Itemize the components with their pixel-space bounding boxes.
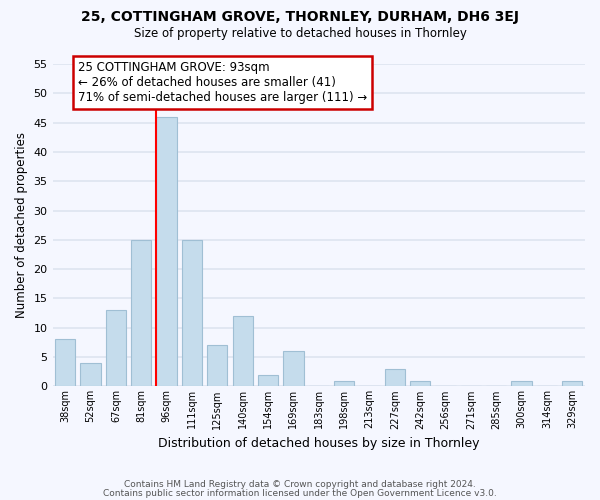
Bar <box>182 240 202 386</box>
X-axis label: Distribution of detached houses by size in Thornley: Distribution of detached houses by size … <box>158 437 479 450</box>
Bar <box>410 380 430 386</box>
Bar <box>334 380 354 386</box>
Bar <box>80 363 101 386</box>
Bar <box>511 380 532 386</box>
Bar <box>106 310 126 386</box>
Text: 25 COTTINGHAM GROVE: 93sqm
← 26% of detached houses are smaller (41)
71% of semi: 25 COTTINGHAM GROVE: 93sqm ← 26% of deta… <box>78 61 367 104</box>
Y-axis label: Number of detached properties: Number of detached properties <box>15 132 28 318</box>
Bar <box>385 369 405 386</box>
Text: Contains public sector information licensed under the Open Government Licence v3: Contains public sector information licen… <box>103 489 497 498</box>
Bar <box>258 374 278 386</box>
Text: Contains HM Land Registry data © Crown copyright and database right 2024.: Contains HM Land Registry data © Crown c… <box>124 480 476 489</box>
Bar <box>233 316 253 386</box>
Text: Size of property relative to detached houses in Thornley: Size of property relative to detached ho… <box>134 28 466 40</box>
Text: 25, COTTINGHAM GROVE, THORNLEY, DURHAM, DH6 3EJ: 25, COTTINGHAM GROVE, THORNLEY, DURHAM, … <box>81 10 519 24</box>
Bar <box>157 117 177 386</box>
Bar <box>283 351 304 386</box>
Bar <box>562 380 583 386</box>
Bar <box>55 340 76 386</box>
Bar <box>131 240 151 386</box>
Bar <box>207 346 227 387</box>
